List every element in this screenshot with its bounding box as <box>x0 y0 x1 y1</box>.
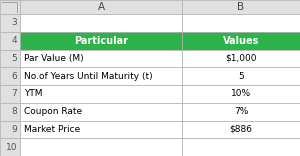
Bar <box>0 0 20 14</box>
Bar <box>20 32 182 49</box>
Text: Values: Values <box>223 36 259 46</box>
Text: $1,000: $1,000 <box>225 54 257 63</box>
Text: 8: 8 <box>11 107 17 116</box>
Text: 9: 9 <box>11 125 17 134</box>
Text: Particular: Particular <box>74 36 128 46</box>
Bar <box>20 138 182 156</box>
Bar <box>0 120 20 138</box>
Bar <box>20 49 182 67</box>
Bar <box>182 120 300 138</box>
Text: B: B <box>237 2 244 12</box>
Bar <box>20 67 182 85</box>
Bar <box>20 14 182 32</box>
Bar <box>0 14 20 32</box>
Text: Par Value (M): Par Value (M) <box>24 54 84 63</box>
Text: 5: 5 <box>238 72 244 81</box>
Bar <box>182 67 300 85</box>
Text: 7: 7 <box>11 89 17 98</box>
Bar <box>0 67 20 85</box>
Bar <box>182 138 300 156</box>
Bar <box>20 85 182 103</box>
Text: $886: $886 <box>230 125 253 134</box>
Text: 3: 3 <box>11 18 17 27</box>
Bar <box>20 0 182 14</box>
Bar <box>0 32 20 49</box>
Bar <box>182 85 300 103</box>
Text: YTM: YTM <box>24 89 43 98</box>
Bar <box>182 49 300 67</box>
Bar <box>0 85 20 103</box>
Bar <box>0 103 20 120</box>
Text: 6: 6 <box>11 72 17 81</box>
Text: 10%: 10% <box>231 89 251 98</box>
Text: No.of Years Until Maturity (t): No.of Years Until Maturity (t) <box>24 72 153 81</box>
Bar <box>182 14 300 32</box>
Text: 5: 5 <box>11 54 17 63</box>
Bar <box>20 120 182 138</box>
Text: A: A <box>98 2 105 12</box>
Bar <box>0 138 20 156</box>
Text: Market Price: Market Price <box>24 125 80 134</box>
Bar <box>182 32 300 49</box>
Text: 4: 4 <box>11 36 17 45</box>
Bar <box>182 103 300 120</box>
Bar <box>0 49 20 67</box>
Text: Coupon Rate: Coupon Rate <box>24 107 82 116</box>
Bar <box>20 103 182 120</box>
Text: 10: 10 <box>5 143 17 152</box>
Bar <box>182 0 300 14</box>
Text: 7%: 7% <box>234 107 248 116</box>
